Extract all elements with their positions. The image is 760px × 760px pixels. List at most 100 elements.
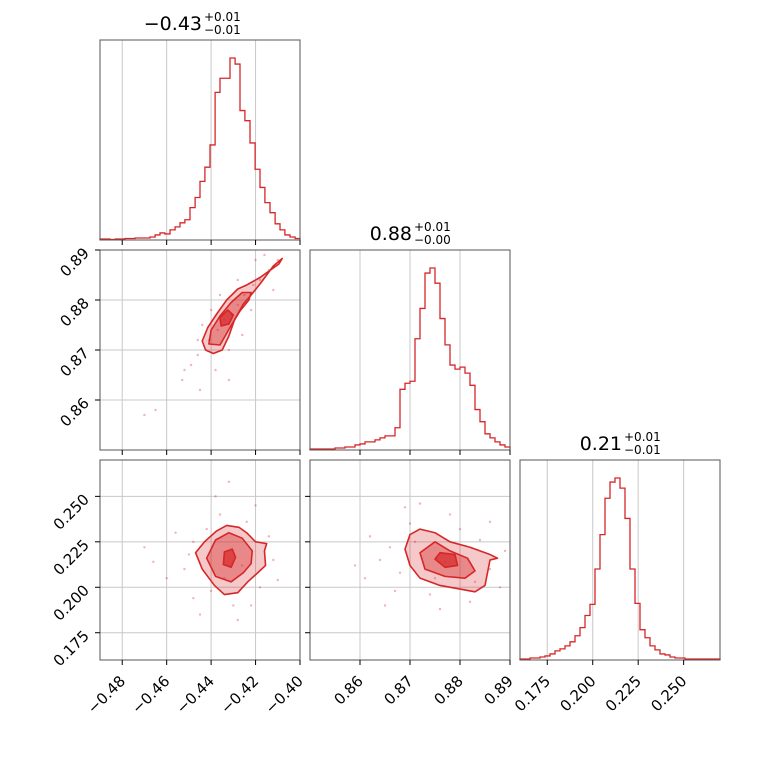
- sample-point: [403, 506, 407, 509]
- sample-point: [189, 363, 193, 367]
- histogram-step-param-1: [309, 267, 511, 450]
- sample-point: [254, 258, 257, 262]
- sample-point: [458, 527, 462, 531]
- sample-point: [227, 348, 231, 352]
- sample-point: [378, 558, 382, 562]
- sample-point: [448, 513, 452, 516]
- sample-point: [473, 580, 477, 584]
- panel-title-lower: −0.01: [204, 23, 241, 37]
- sample-point: [143, 546, 146, 549]
- sample-point: [181, 378, 184, 382]
- contour-level-3: [434, 551, 459, 569]
- sample-point: [154, 408, 157, 412]
- panel-title-value: −0.43: [144, 13, 202, 35]
- y-tick-label: 0.225: [50, 536, 93, 579]
- histogram-panel-0: [99, 39, 301, 241]
- y-tick-label: 0.250: [50, 490, 93, 533]
- x-tick-label: 0.87: [380, 672, 416, 708]
- sample-point: [209, 589, 213, 593]
- sample-point: [236, 618, 239, 622]
- sample-point: [183, 368, 186, 372]
- sample-point: [393, 589, 397, 593]
- sample-point: [174, 531, 177, 534]
- histogram-panel-2: [519, 459, 721, 661]
- sample-point: [383, 604, 387, 607]
- x-tick-label: 0.86: [330, 672, 366, 708]
- sample-point: [227, 378, 231, 382]
- sample-point: [438, 607, 442, 611]
- sample-point: [413, 540, 417, 544]
- sample-point: [243, 293, 246, 297]
- sample-point: [267, 535, 271, 538]
- sample-point: [252, 283, 255, 287]
- sample-point: [209, 308, 213, 312]
- sample-point: [272, 558, 275, 562]
- sample-point: [218, 513, 222, 516]
- histogram-step-param-0: [99, 57, 301, 241]
- scatter-panel-0-2: [99, 459, 301, 661]
- panel-title-upper: +0.01: [624, 430, 661, 444]
- sample-point: [236, 278, 239, 282]
- y-tick-label: 0.175: [50, 627, 93, 670]
- sample-point: [198, 388, 202, 392]
- histogram-step-param-2: [519, 477, 721, 660]
- sample-point: [258, 586, 262, 589]
- sample-point: [398, 571, 402, 574]
- sample-point: [218, 293, 222, 297]
- x-tick-label: −0.44: [173, 672, 218, 717]
- sample-point: [363, 576, 367, 580]
- x-tick-label: −0.46: [128, 672, 173, 717]
- y-tick-label: 0.87: [56, 344, 92, 380]
- sample-point: [388, 546, 392, 549]
- sample-point: [165, 576, 168, 580]
- x-tick-label: 0.200: [556, 672, 599, 715]
- x-tick-label: −0.48: [84, 672, 129, 717]
- sample-point: [468, 600, 472, 604]
- sample-point: [183, 567, 186, 571]
- sample-point: [488, 567, 492, 571]
- y-tick-label: 0.89: [56, 244, 92, 280]
- panel-title-value: 0.88: [370, 223, 412, 245]
- panel-title-upper: +0.01: [414, 220, 451, 234]
- panel-title-upper: +0.01: [204, 10, 241, 24]
- x-tick-label: 0.225: [602, 672, 645, 715]
- x-tick-label: −0.42: [217, 672, 262, 717]
- sample-point: [433, 576, 437, 580]
- sample-point: [276, 258, 279, 262]
- sample-point: [503, 549, 507, 553]
- x-tick-label: 0.175: [511, 672, 554, 715]
- contour-level-3: [222, 548, 237, 569]
- x-tick-label: 0.88: [430, 672, 466, 708]
- sample-point: [214, 368, 217, 372]
- contour-level-3: [219, 309, 235, 327]
- panel-title-lower: −0.01: [624, 443, 661, 457]
- sample-point: [418, 502, 422, 505]
- y-tick-label: 0.86: [56, 394, 92, 430]
- sample-point: [152, 560, 155, 564]
- x-tick-label: −0.40: [262, 672, 307, 717]
- sample-point: [143, 413, 146, 417]
- sample-point: [498, 586, 502, 589]
- sample-point: [249, 604, 253, 607]
- sample-point: [236, 303, 239, 307]
- sample-point: [258, 278, 262, 282]
- sample-point: [205, 527, 208, 531]
- sample-point: [198, 613, 202, 616]
- contour-level-1: [201, 257, 284, 355]
- x-tick-label: 0.250: [647, 672, 690, 715]
- y-tick-label: 0.88: [56, 294, 92, 330]
- sample-point: [241, 333, 244, 337]
- sample-point: [232, 604, 235, 607]
- sample-point: [368, 535, 372, 538]
- sample-point: [263, 253, 266, 257]
- panel-title-lower: −0.00: [414, 233, 451, 247]
- sample-point: [241, 564, 244, 567]
- sample-point: [196, 353, 199, 357]
- panel-title-value: 0.21: [580, 433, 622, 455]
- sample-point: [249, 308, 253, 312]
- sample-point: [272, 288, 275, 292]
- sample-point: [227, 480, 231, 484]
- sample-point: [196, 338, 199, 342]
- sample-point: [245, 520, 248, 524]
